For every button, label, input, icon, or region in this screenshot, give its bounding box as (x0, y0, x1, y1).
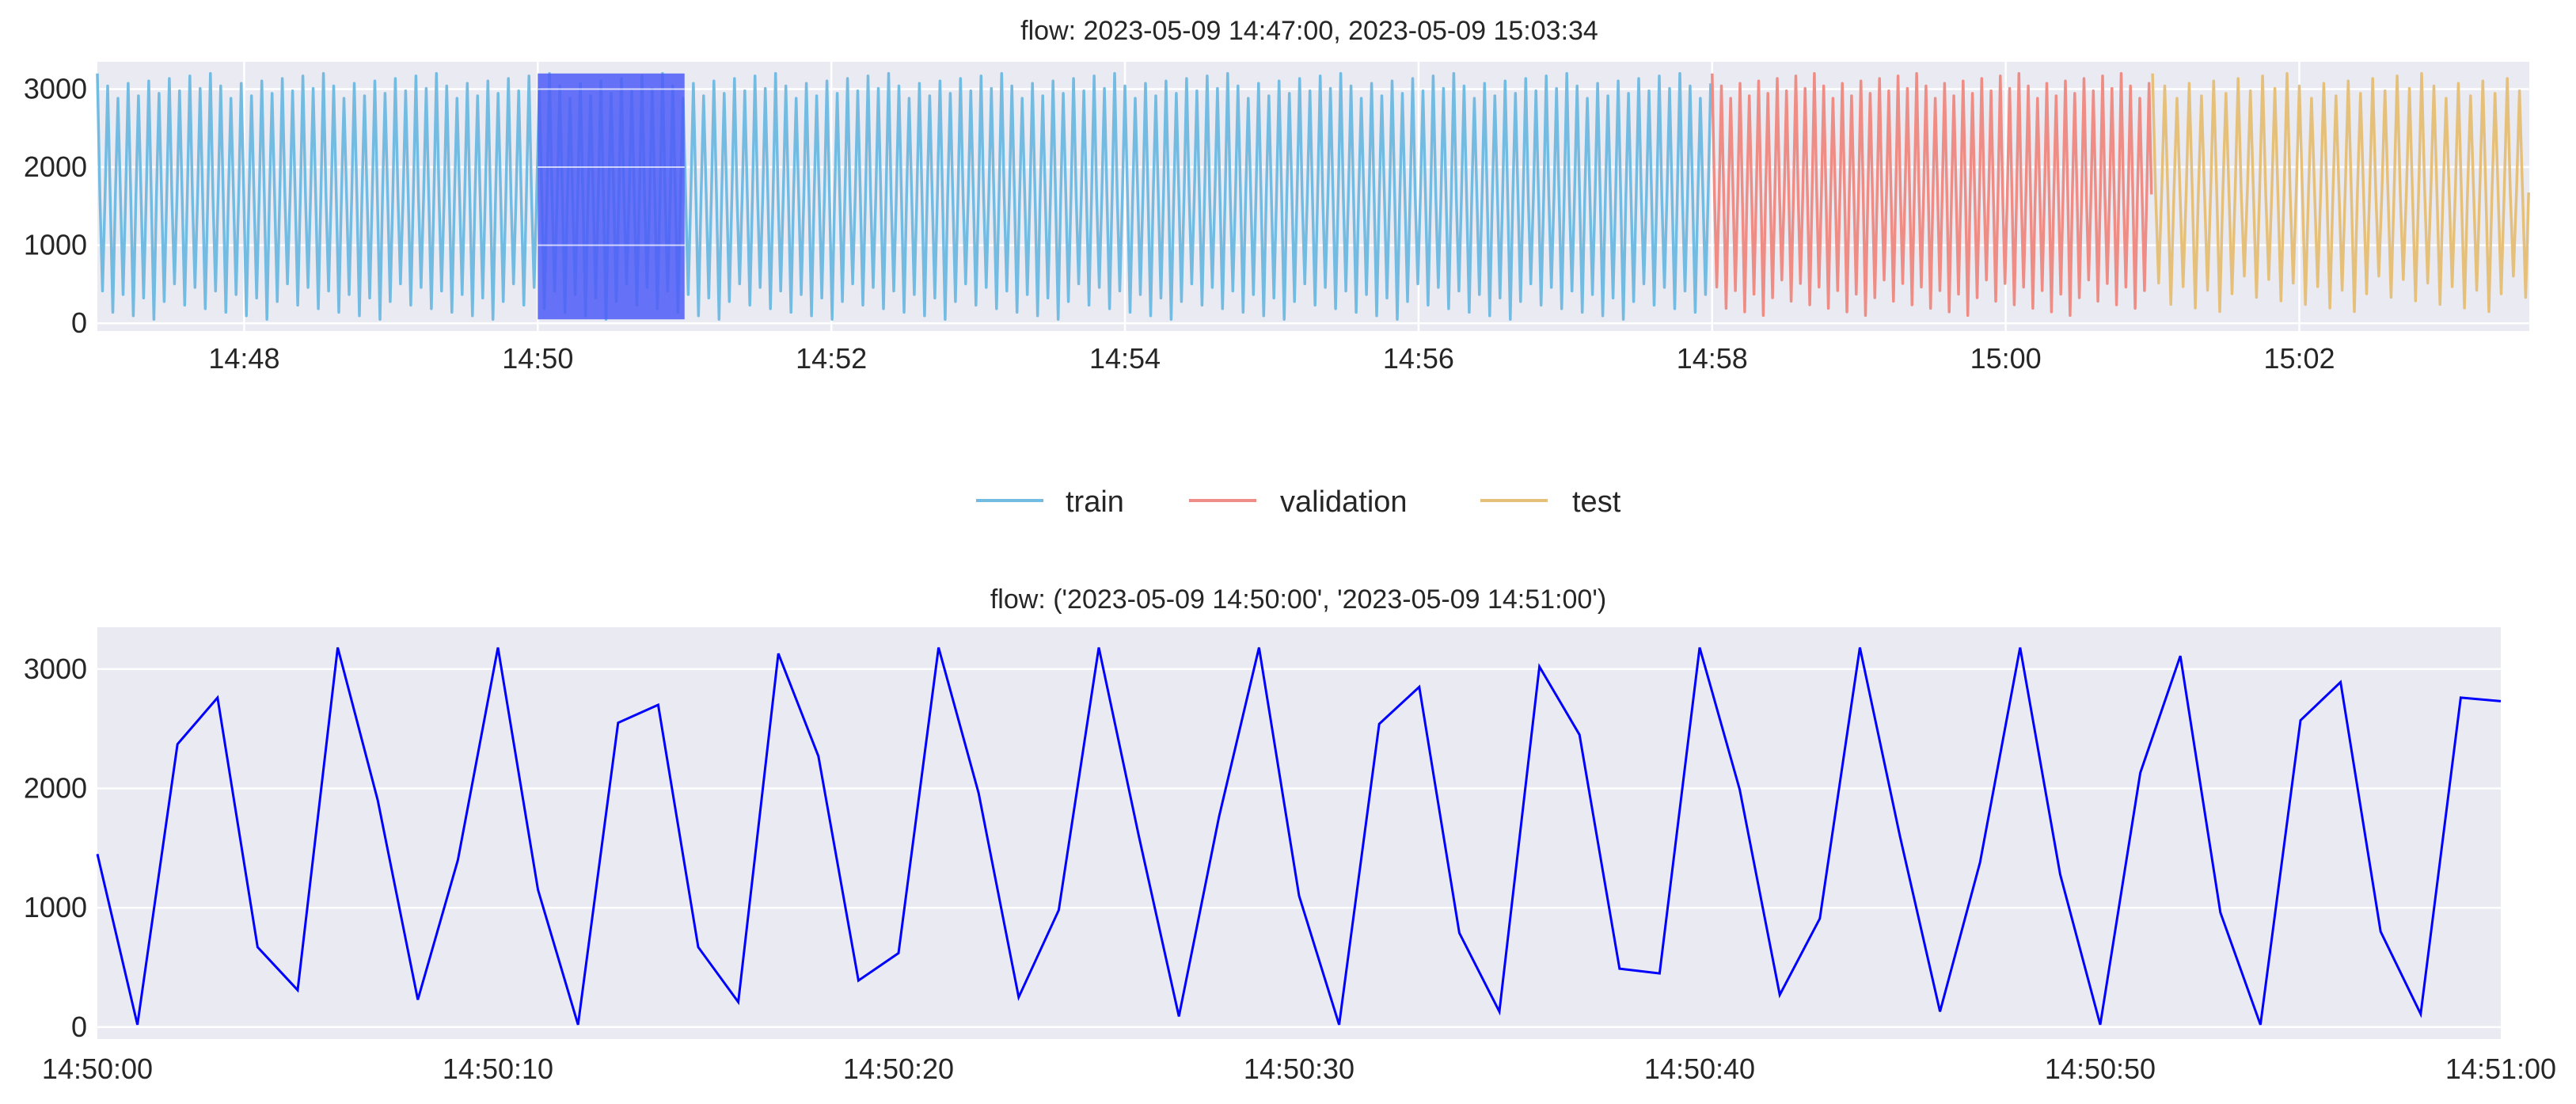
top-xtick-label: 14:54 (1089, 342, 1161, 375)
bottom-plot-area (97, 627, 2501, 1039)
bottom-ytick-label: 3000 (24, 653, 87, 685)
top-highlight-window (538, 73, 685, 320)
bottom-series-lines (96, 647, 2502, 1026)
bottom-xtick-label: 14:50:40 (1644, 1053, 1755, 1085)
bottom-xtick-label: 14:50:20 (843, 1053, 954, 1085)
bottom-xtick-label: 14:50:00 (42, 1053, 153, 1085)
top-ytick-label: 1000 (24, 229, 87, 261)
bottom-x-tick-labels: 14:50:00 14:50:10 14:50:20 14:50:30 14:5… (42, 1053, 2556, 1085)
top-y-tick-labels: 0 1000 2000 3000 (24, 72, 87, 339)
bottom-series-line (96, 647, 2502, 1026)
top-xtick-label: 14:52 (796, 342, 867, 375)
top-chart: flow: 2023-05-09 14:47:00, 2023-05-09 15… (24, 16, 2530, 375)
top-ytick-label: 2000 (24, 150, 87, 183)
bottom-ytick-label: 0 (71, 1011, 87, 1043)
legend-test-label: test (1572, 485, 1621, 519)
bottom-chart: flow: ('2023-05-09 14:50:00', '2023-05-0… (24, 584, 2556, 1085)
bottom-gridlines (97, 668, 2501, 1029)
legend-train-label: train (1066, 485, 1124, 519)
bottom-ytick-label: 1000 (24, 891, 87, 923)
top-xtick-label: 15:02 (2263, 342, 2335, 375)
bottom-y-tick-labels: 0 1000 2000 3000 (24, 653, 87, 1043)
bottom-xtick-label: 14:50:50 (2045, 1053, 2156, 1085)
legend: train validation test (976, 485, 1621, 519)
top-chart-title: flow: 2023-05-09 14:47:00, 2023-05-09 15… (1020, 16, 1598, 46)
bottom-xtick-label: 14:51:00 (2445, 1053, 2556, 1085)
top-series-line-test (2151, 72, 2530, 314)
bottom-xtick-label: 14:50:10 (443, 1053, 553, 1085)
top-series-lines (96, 72, 2530, 321)
top-xtick-label: 14:50 (502, 342, 573, 375)
top-series-line-validation (1711, 72, 2153, 318)
bottom-chart-title: flow: ('2023-05-09 14:50:00', '2023-05-0… (990, 584, 1606, 615)
top-ytick-label: 3000 (24, 72, 87, 105)
top-series-line-train (96, 72, 1712, 321)
top-x-tick-labels: 14:48 14:50 14:52 14:54 14:56 14:58 15:0… (208, 342, 2335, 375)
top-xtick-label: 14:48 (208, 342, 279, 375)
top-xtick-label: 14:56 (1383, 342, 1454, 375)
legend-validation-label: validation (1280, 485, 1408, 519)
top-xtick-label: 15:00 (1970, 342, 2042, 375)
bottom-ytick-label: 2000 (24, 771, 87, 804)
top-xtick-label: 14:58 (1677, 342, 1748, 375)
bottom-xtick-label: 14:50:30 (1244, 1053, 1354, 1085)
top-ytick-label: 0 (71, 306, 87, 339)
